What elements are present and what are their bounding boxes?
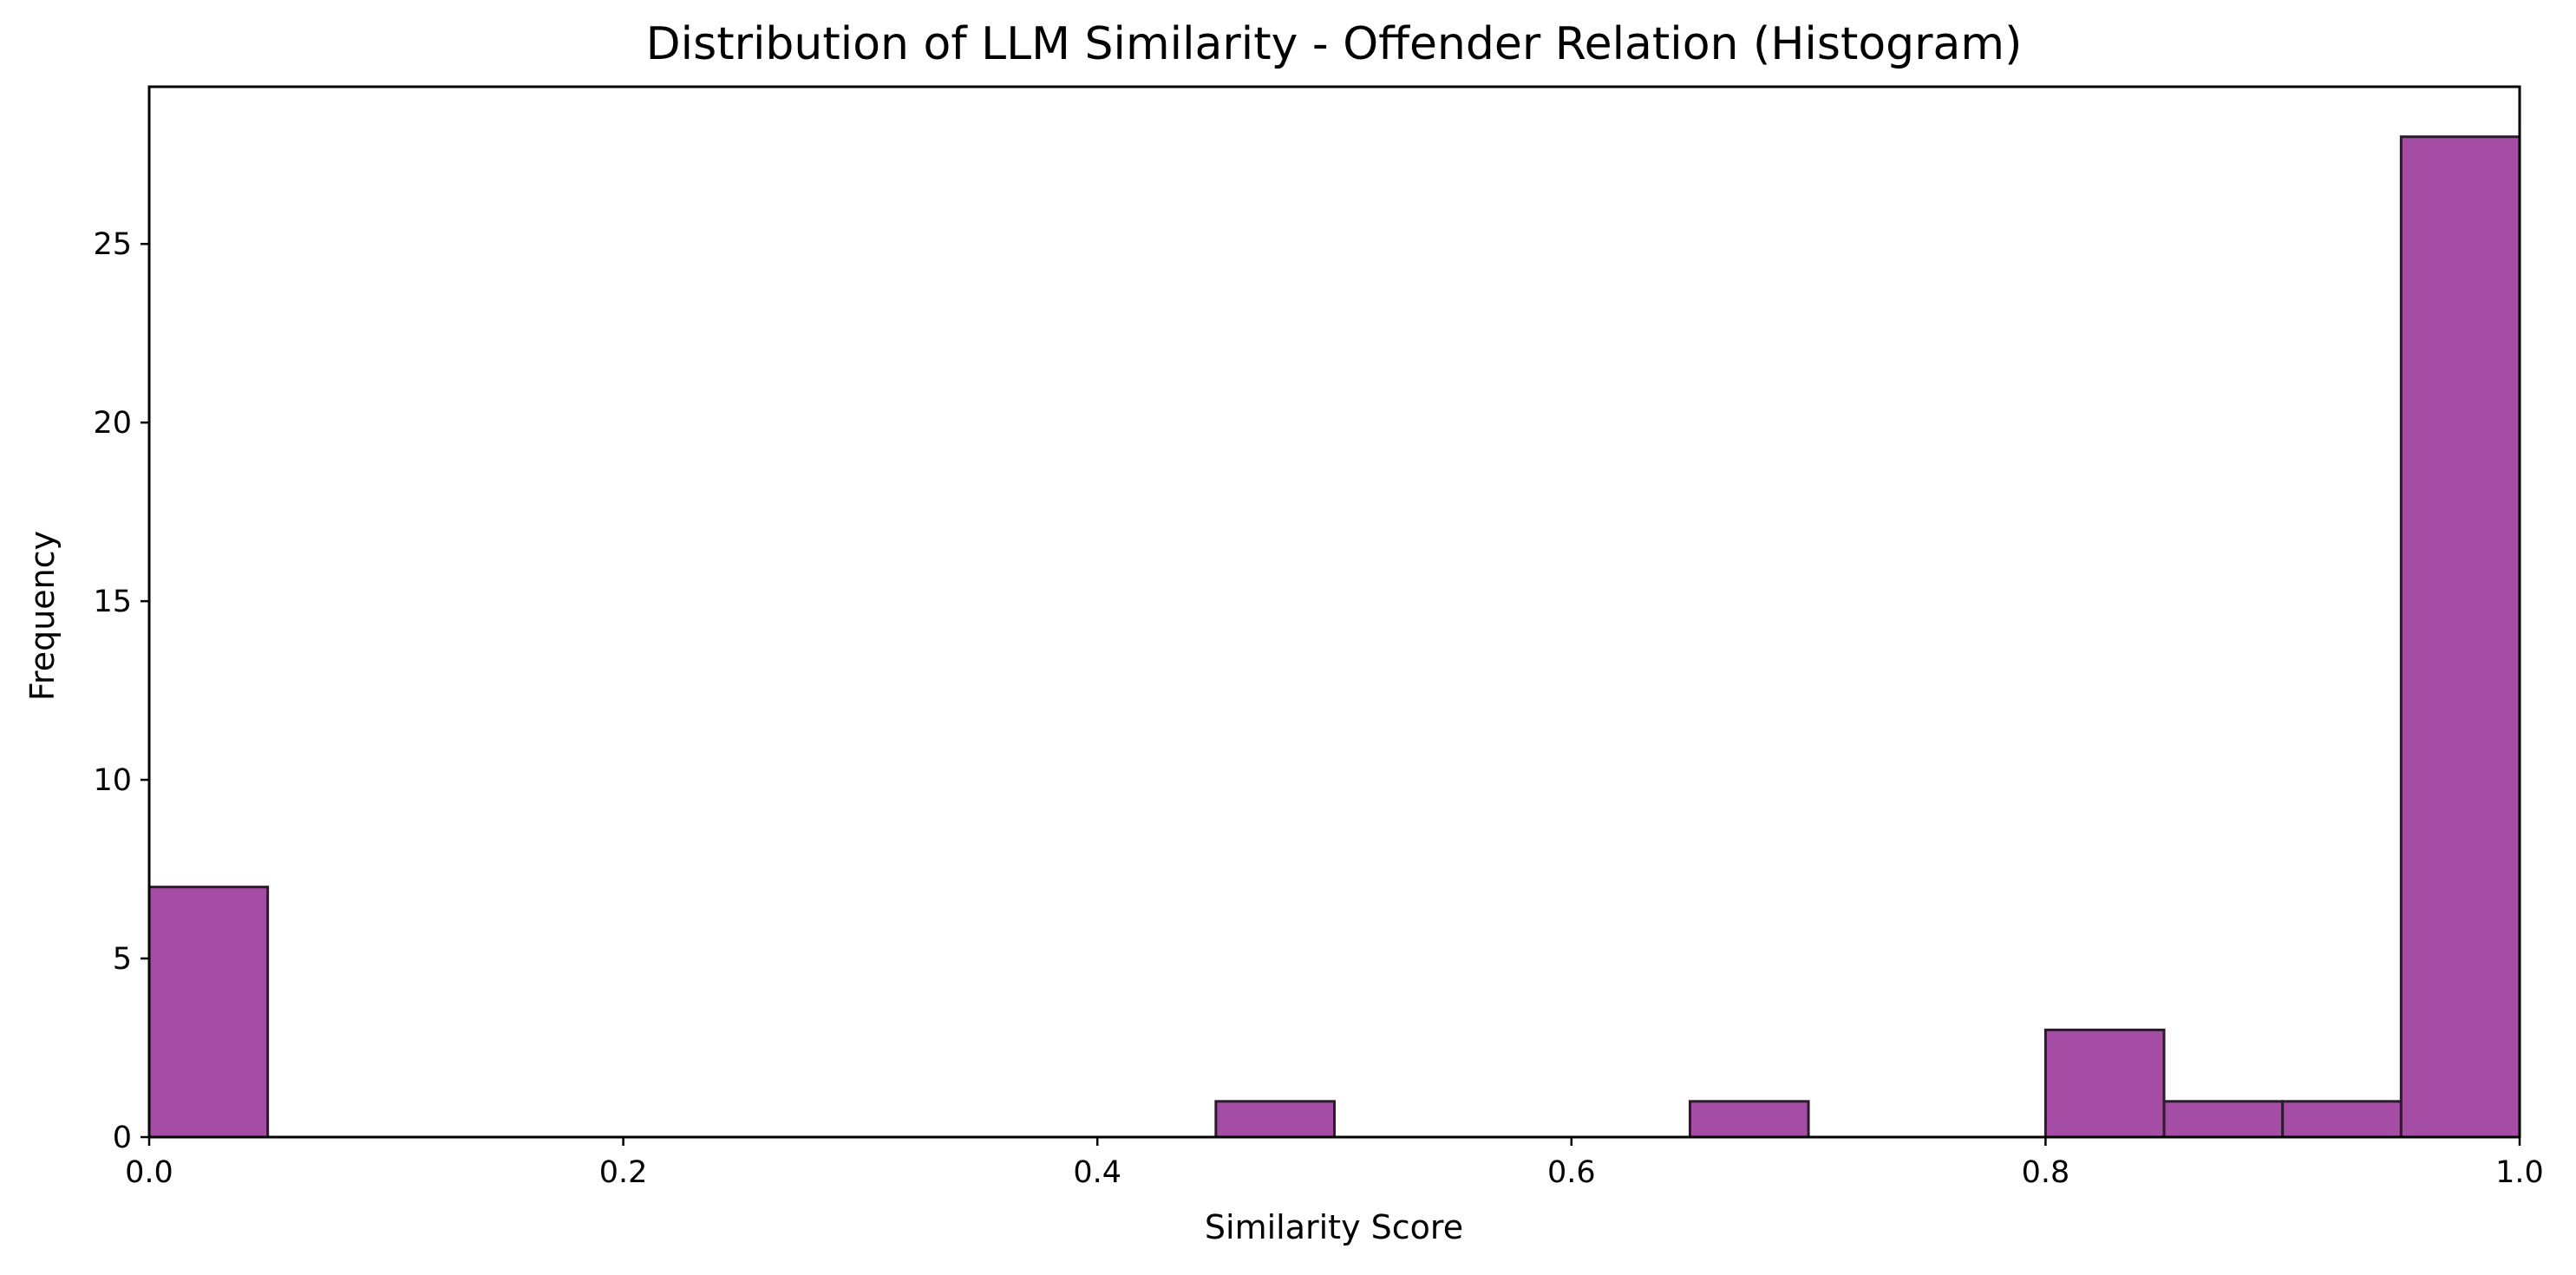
y-axis-label: Frequency	[23, 531, 62, 701]
histogram-bar	[147, 886, 270, 1139]
histogram-bar	[2281, 1100, 2403, 1139]
plot-frame	[147, 85, 2521, 1139]
x-tick-label: 0.0	[125, 1155, 173, 1190]
x-tick-label: 1.0	[2495, 1155, 2544, 1190]
y-tick-label: 0	[113, 1121, 132, 1155]
y-tick-label: 15	[93, 585, 132, 619]
x-tick-label: 0.2	[599, 1155, 648, 1190]
x-axis-label: Similarity Score	[1205, 1208, 1463, 1246]
chart-title: Distribution of LLM Similarity - Offende…	[646, 18, 2023, 70]
histogram-bar	[1214, 1100, 1336, 1139]
y-tick-label: 5	[113, 942, 132, 977]
y-tick-label: 25	[93, 227, 132, 262]
y-tick-label: 10	[93, 763, 132, 798]
y-tick-label: 20	[93, 406, 132, 441]
histogram-bar	[2043, 1028, 2166, 1139]
x-tick-label: 0.6	[1547, 1155, 1596, 1190]
histogram-bar	[2162, 1100, 2285, 1139]
bars-layer	[147, 135, 2521, 1139]
x-tick-label: 0.4	[1073, 1155, 1121, 1190]
ticks-layer: 0.0 0.2 0.4 0.6 0.8 1.0 0 5 10 15 20 25	[93, 227, 2543, 1190]
histogram-bar	[1688, 1100, 1810, 1139]
x-tick-label: 0.8	[2022, 1155, 2070, 1190]
histogram-bar	[2399, 135, 2521, 1139]
